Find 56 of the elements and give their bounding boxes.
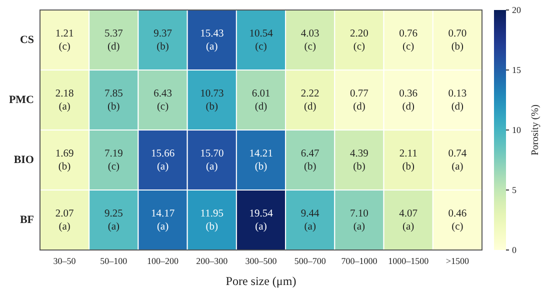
- x-tick-label: 200–300: [196, 256, 228, 266]
- data-label: 4.39 (b): [350, 148, 368, 172]
- x-tick-label: 100–200: [147, 256, 180, 266]
- data-label: 19.54 (a): [249, 208, 274, 232]
- data-label: 7.19 (c): [104, 148, 123, 172]
- data-label: 2.18 (a): [55, 88, 74, 112]
- data-label: 0.13 (d): [448, 88, 467, 112]
- data-label: 9.44 (a): [300, 208, 320, 232]
- data-label: 14.21 (b): [249, 148, 273, 172]
- data-label: 6.01 (d): [252, 88, 270, 112]
- data-label: 6.43 (c): [154, 88, 172, 112]
- data-label: 4.07 (a): [399, 208, 418, 232]
- x-tick-label: 500–700: [294, 256, 326, 266]
- data-label: 2.07 (a): [55, 208, 74, 232]
- color-bar-label: 10: [512, 125, 522, 135]
- x-tick-label: 700–1000: [341, 256, 378, 266]
- data-label: 0.77 (d): [350, 88, 368, 112]
- data-label: 0.74 (a): [448, 148, 468, 172]
- data-label: 10.73 (b): [200, 88, 224, 112]
- data-label: 0.46 (c): [448, 208, 467, 232]
- data-label: 4.03 (c): [300, 28, 320, 52]
- y-tick-label: PMC: [8, 94, 34, 106]
- data-label: 15.66 (a): [150, 148, 175, 172]
- color-bar-label: 20: [512, 5, 522, 15]
- data-label: 6.47 (b): [300, 148, 320, 172]
- data-label: 1.69 (b): [55, 148, 74, 172]
- data-label: 15.70 (a): [200, 148, 224, 172]
- y-tick-label: BIO: [14, 154, 34, 166]
- data-label: 0.76 (c): [399, 28, 418, 52]
- color-bar-label: 5: [512, 185, 517, 195]
- x-tick-label: 300–500: [245, 256, 278, 266]
- color-bar-label: 0: [512, 245, 517, 255]
- data-label: 11.95 (b): [200, 208, 224, 232]
- data-label: 10.54 (c): [249, 28, 274, 52]
- data-label: 9.37 (b): [154, 28, 172, 52]
- y-tick-label: CS: [20, 34, 34, 46]
- data-label: 2.20 (c): [350, 28, 368, 52]
- x-axis-title: Pore size (μm): [226, 274, 296, 288]
- color-bar-label: 15: [512, 65, 522, 75]
- x-tick-label: 30–50: [53, 256, 76, 266]
- data-label: 15.43 (a): [200, 28, 224, 52]
- x-tick-label: 50–100: [100, 256, 128, 266]
- data-label: 1.21 (c): [55, 28, 74, 52]
- data-label: 9.25 (a): [104, 208, 123, 232]
- data-label: 14.17 (a): [150, 208, 175, 232]
- data-label: 0.70 (b): [448, 28, 467, 52]
- data-label: 7.85 (b): [104, 88, 123, 112]
- data-label: 7.10 (a): [350, 208, 368, 232]
- color-bar-title: Porosity (%): [530, 104, 541, 156]
- data-label: 2.22 (d): [300, 88, 320, 112]
- x-tick-label: 1000–1500: [388, 256, 430, 266]
- data-label: 2.11 (b): [399, 148, 418, 172]
- data-label: 0.36 (d): [399, 88, 418, 112]
- data-label: 5.37 (d): [104, 28, 123, 52]
- y-tick-label: BF: [20, 214, 34, 226]
- x-tick-label: >1500: [446, 256, 470, 266]
